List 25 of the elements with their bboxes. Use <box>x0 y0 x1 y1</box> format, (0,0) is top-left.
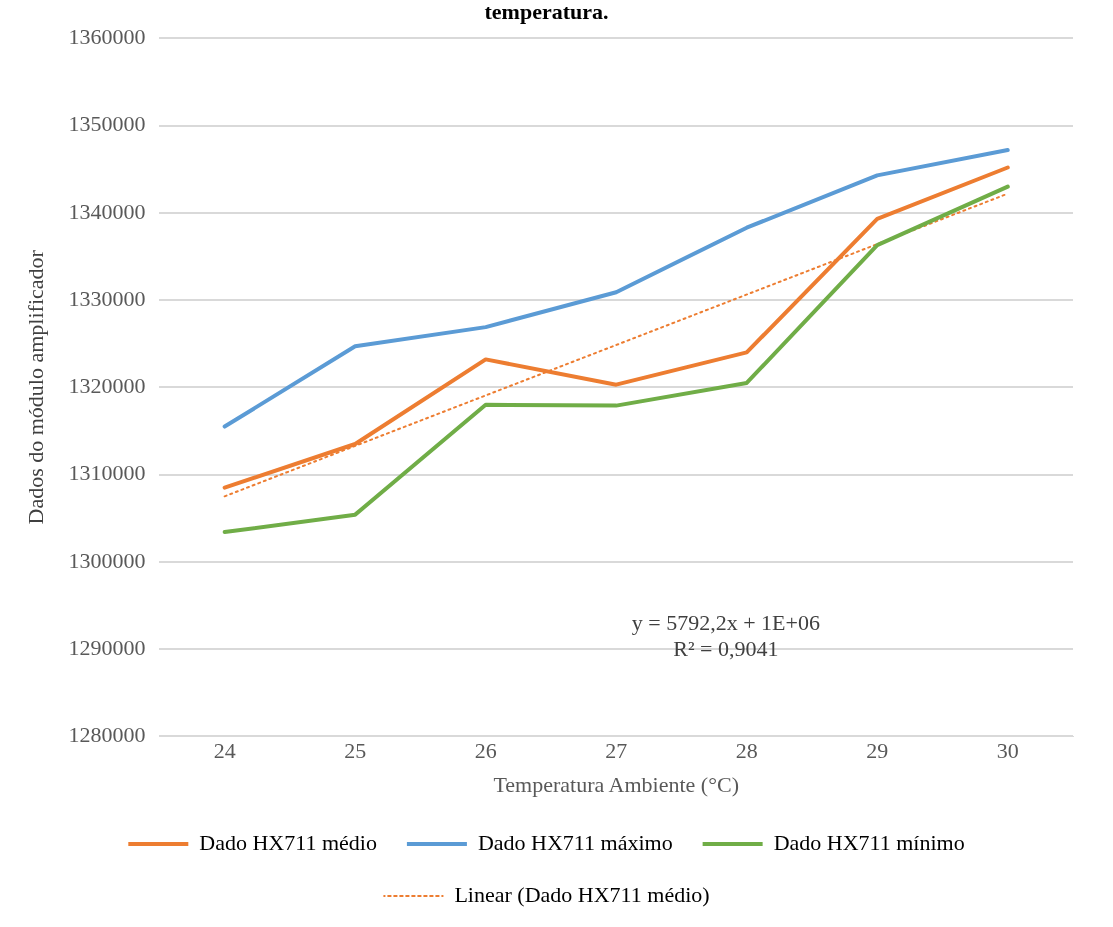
legend-label: Linear (Dado HX711 médio) <box>454 881 710 907</box>
annotation: R² = 0,9041 <box>673 636 779 662</box>
x-tick-label: 30 <box>996 738 1019 764</box>
y-tick-label: 1300000 <box>68 547 146 573</box>
x-tick-label: 29 <box>866 738 889 764</box>
y-tick-label: 1330000 <box>68 285 146 311</box>
x-tick-label: 28 <box>735 738 758 764</box>
y-tick-label: 1360000 <box>68 24 146 50</box>
x-axis-title: Temperatura Ambiente (°C) <box>493 771 739 797</box>
y-tick-label: 1280000 <box>68 721 146 747</box>
y-tick-label: 1290000 <box>68 634 146 660</box>
legend-label: Dado HX711 mínimo <box>773 829 965 855</box>
y-tick-label: 1320000 <box>68 373 146 399</box>
y-axis-title: Dados do módulo amplificador <box>22 249 48 525</box>
y-tick-label: 1310000 <box>68 460 146 486</box>
annotation: y = 5792,2x + 1E+06 <box>631 610 820 636</box>
legend-label: Dado HX711 máximo <box>477 829 673 855</box>
x-tick-label: 26 <box>474 738 497 764</box>
legend-label: Dado HX711 médio <box>199 829 377 855</box>
x-tick-label: 27 <box>605 738 628 764</box>
chart-title: temperatura. <box>484 0 609 24</box>
x-tick-label: 25 <box>344 738 367 764</box>
y-tick-label: 1340000 <box>68 198 146 224</box>
x-tick-label: 24 <box>213 738 236 764</box>
y-tick-label: 1350000 <box>68 111 146 137</box>
